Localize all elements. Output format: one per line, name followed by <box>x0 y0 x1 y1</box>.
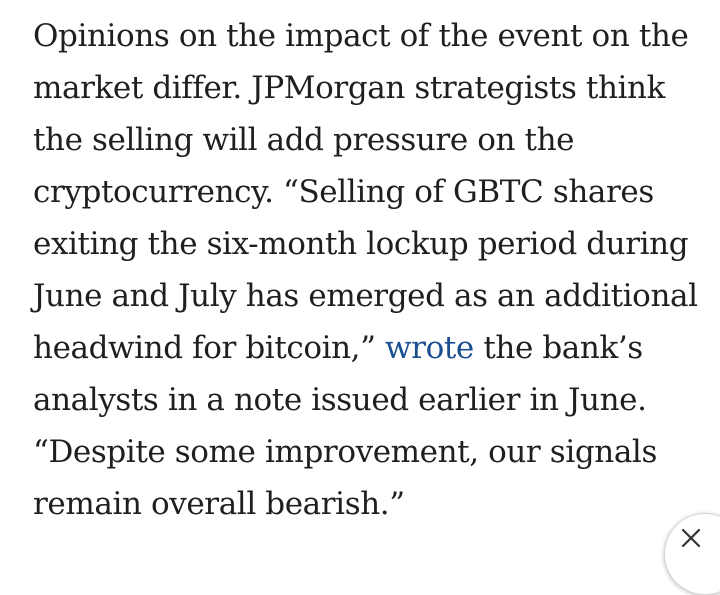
article-paragraph: Opinions on the impact of the event on t… <box>33 10 703 530</box>
wrote-link[interactable]: wrote <box>385 330 474 366</box>
paragraph-text-after-link: the bank’s analysts in a note issued ear… <box>33 330 657 522</box>
paragraph-text-before-link: Opinions on the impact of the event on t… <box>33 18 698 366</box>
article-body: Opinions on the impact of the event on t… <box>33 10 703 530</box>
close-icon <box>681 528 701 548</box>
